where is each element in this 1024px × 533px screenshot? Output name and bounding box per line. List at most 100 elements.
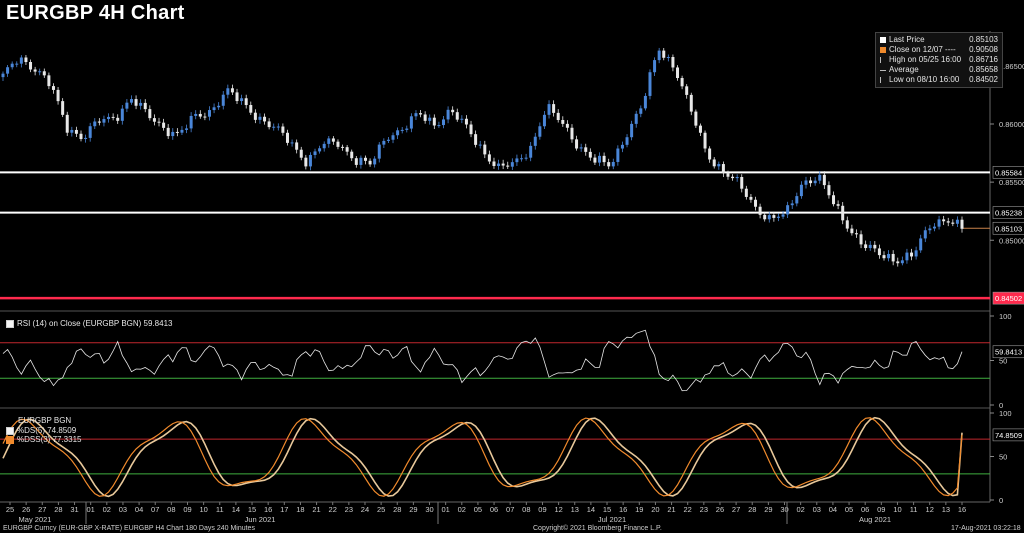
candle-body bbox=[703, 132, 707, 149]
candle-body bbox=[887, 253, 891, 259]
candle-body bbox=[79, 133, 83, 140]
level-tag-last-box bbox=[992, 221, 1024, 235]
x-axis-day-label: 10 bbox=[893, 505, 901, 514]
rsi-axis-label: 100 bbox=[999, 312, 1012, 321]
candle-body bbox=[910, 252, 914, 257]
candle-body bbox=[822, 174, 826, 186]
rsi-label: RSI (14) on Close (EURGBP BGN) 59.8413 bbox=[6, 319, 172, 328]
candle-body bbox=[799, 184, 803, 197]
candle-body bbox=[368, 160, 372, 165]
candle-body bbox=[497, 163, 501, 166]
level-tag-resistance-1: 0.85584 bbox=[995, 168, 1022, 177]
candle-body bbox=[382, 140, 386, 145]
candle-body bbox=[653, 60, 657, 73]
candle-body bbox=[29, 62, 33, 70]
x-axis-day-label: 25 bbox=[6, 505, 14, 514]
price-axis-label: 0.85500 bbox=[999, 178, 1024, 187]
legend-value: 0.85103 bbox=[969, 35, 998, 44]
level-tag-resistance-1-box bbox=[992, 166, 1024, 179]
x-axis-day-label: 16 bbox=[619, 505, 627, 514]
candle-body bbox=[552, 104, 556, 113]
x-axis-day-label: 21 bbox=[667, 505, 675, 514]
rsi-axis-label: 50 bbox=[999, 357, 1007, 366]
x-axis-day-label: 01 bbox=[441, 505, 449, 514]
x-axis-day-label: 05 bbox=[474, 505, 482, 514]
candle-body bbox=[331, 138, 335, 142]
candlesticks bbox=[1, 47, 964, 267]
candle-body bbox=[804, 180, 808, 185]
x-axis-day-label: 23 bbox=[345, 505, 353, 514]
legend-value: 0.85658 bbox=[969, 65, 998, 74]
candle-body bbox=[386, 139, 390, 141]
x-axis-day-label: 04 bbox=[829, 505, 837, 514]
candle-body bbox=[148, 109, 152, 119]
x-axis-day-label: 12 bbox=[554, 505, 562, 514]
x-axis-day-label: 03 bbox=[813, 505, 821, 514]
candle-body bbox=[6, 67, 10, 74]
stoch-k-swatch bbox=[6, 426, 14, 435]
candle-body bbox=[244, 98, 248, 106]
legend-row-low: Low on 08/10 16:00 0.84502 bbox=[880, 75, 998, 85]
candle-body bbox=[795, 196, 799, 204]
candle-body bbox=[648, 72, 652, 96]
x-axis-day-label: 26 bbox=[22, 505, 30, 514]
x-axis-day-label: 30 bbox=[425, 505, 433, 514]
candle-body bbox=[836, 204, 840, 206]
candle-body bbox=[818, 174, 822, 181]
stoch-d-line bbox=[2, 416, 963, 498]
x-axis-day-label: 21 bbox=[312, 505, 320, 514]
candle-body bbox=[175, 131, 179, 133]
candle-body bbox=[813, 180, 817, 184]
candle-body bbox=[221, 94, 225, 106]
x-axis-day-label: 16 bbox=[958, 505, 966, 514]
candle-body bbox=[914, 250, 918, 257]
candle-body bbox=[33, 69, 37, 72]
legend-label: Low on 08/10 16:00 bbox=[889, 75, 960, 84]
candle-body bbox=[313, 151, 317, 155]
candle-body bbox=[565, 123, 569, 128]
rsi-label-text: RSI (14) on Close (EURGBP BGN) 59.8413 bbox=[17, 319, 173, 328]
candle-body bbox=[877, 248, 881, 256]
candle-body bbox=[680, 78, 684, 87]
candle-body bbox=[487, 154, 491, 162]
candle-body bbox=[671, 57, 675, 68]
candle-body bbox=[15, 63, 19, 65]
candle-body bbox=[928, 228, 932, 231]
x-axis-day-label: 02 bbox=[103, 505, 111, 514]
level-tag-resistance-2-box bbox=[992, 206, 1024, 219]
candle-body bbox=[267, 121, 271, 128]
candle-body bbox=[951, 222, 955, 224]
candle-body bbox=[790, 203, 794, 206]
x-axis-day-label: 31 bbox=[70, 505, 78, 514]
candle-body bbox=[492, 161, 496, 166]
candle-body bbox=[185, 128, 189, 130]
candle-body bbox=[501, 163, 505, 166]
x-axis-month-label: Aug 2021 bbox=[859, 515, 891, 524]
candle-body bbox=[662, 50, 666, 58]
candle-body bbox=[304, 157, 308, 167]
candle-body bbox=[42, 71, 46, 76]
legend-label: Average bbox=[889, 65, 919, 74]
candle-body bbox=[685, 86, 689, 95]
level-tag-resistance-2: 0.85238 bbox=[995, 209, 1022, 218]
x-axis-day-label: 08 bbox=[167, 505, 175, 514]
rsi-axis-label: 0 bbox=[999, 401, 1003, 410]
candle-body bbox=[868, 244, 872, 249]
x-axis-day-label: 13 bbox=[571, 505, 579, 514]
candle-body bbox=[776, 216, 780, 218]
candle-body bbox=[882, 255, 886, 259]
candle-body bbox=[419, 113, 423, 115]
stoch-d-label: %DSS(3) 77.3315 bbox=[6, 435, 81, 444]
x-axis-day-label: 28 bbox=[54, 505, 62, 514]
candle-body bbox=[437, 125, 441, 127]
candle-body bbox=[891, 253, 895, 262]
x-axis-day-label: 07 bbox=[506, 505, 514, 514]
stoch-d-text: %DSS(3) 77.3315 bbox=[17, 435, 82, 444]
candle-body bbox=[542, 114, 546, 127]
x-axis-day-label: 16 bbox=[264, 505, 272, 514]
candle-body bbox=[10, 63, 14, 68]
candle-body bbox=[923, 230, 927, 239]
candle-body bbox=[276, 126, 280, 128]
x-axis-day-label: 04 bbox=[135, 505, 143, 514]
x-axis-day-label: 14 bbox=[232, 505, 240, 514]
